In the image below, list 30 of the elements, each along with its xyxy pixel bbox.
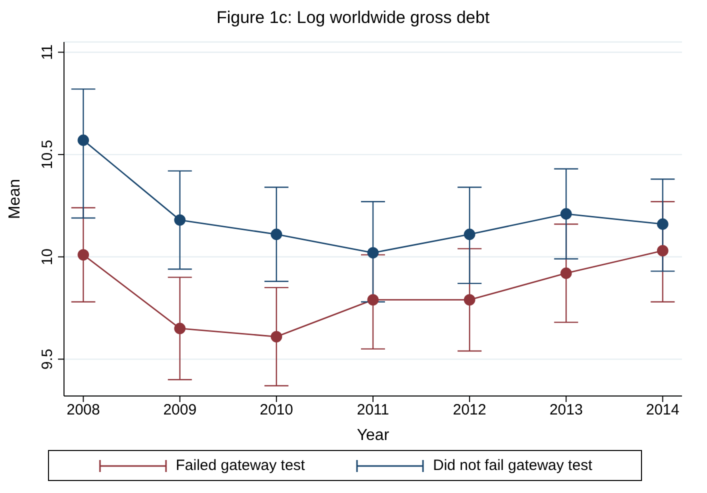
legend-label: Did not fail gateway test: [432, 457, 592, 474]
point: [174, 214, 186, 226]
point: [78, 249, 90, 261]
point: [560, 208, 572, 220]
point: [656, 218, 668, 230]
x-tick-label: 2011: [356, 402, 390, 419]
point: [367, 247, 379, 258]
y-tick-label: 10.5: [39, 140, 56, 170]
x-tick-label: 2008: [66, 402, 100, 419]
x-tick-label: 2012: [452, 402, 486, 419]
x-axis-title: Year: [356, 427, 390, 444]
x-tick-label: 2014: [646, 402, 680, 419]
point: [270, 228, 282, 240]
point: [270, 330, 282, 342]
y-tick-label: 10: [39, 248, 56, 266]
x-tick-label: 2009: [163, 402, 197, 419]
x-tick-label: 2013: [549, 402, 583, 419]
point: [656, 245, 668, 256]
point: [367, 294, 379, 306]
chart-title: Figure 1c: Log worldwide gross debt: [215, 8, 491, 29]
y-axis-title: Mean: [6, 178, 24, 219]
legend-label: Failed gateway test: [174, 457, 305, 474]
x-tick-label: 2010: [260, 402, 294, 419]
point: [464, 294, 476, 306]
y-tick-label: 9.5: [39, 348, 56, 370]
point: [78, 134, 90, 146]
point: [560, 268, 572, 279]
y-tick-label: 11: [39, 44, 56, 60]
point: [174, 322, 186, 334]
point: [464, 228, 476, 240]
